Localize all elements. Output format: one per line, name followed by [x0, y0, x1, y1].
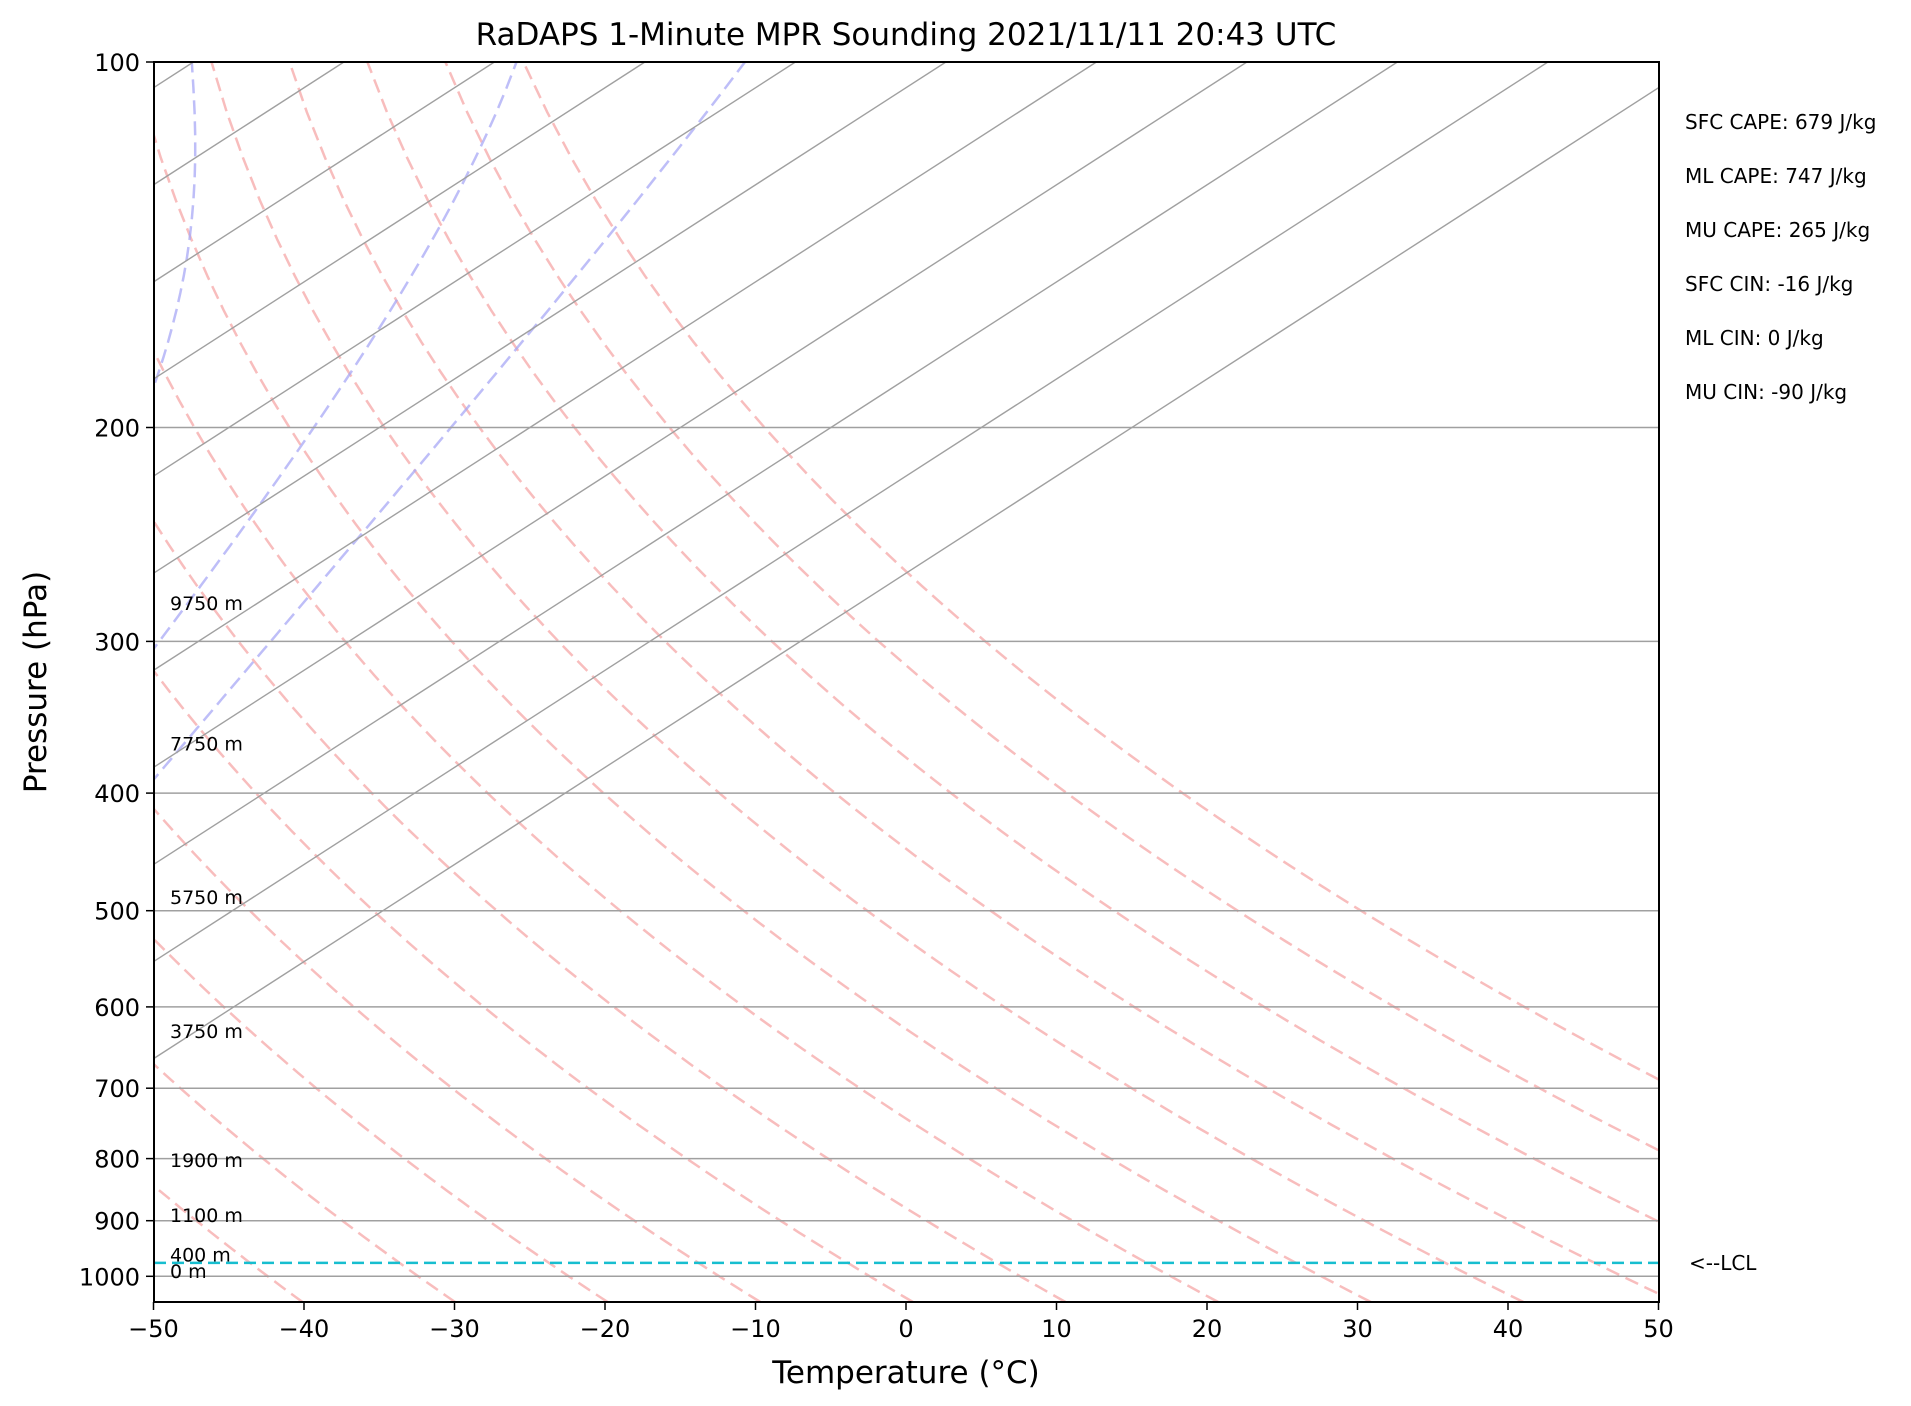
height-label: 9750 m [170, 593, 243, 615]
y-tick-label: 100 [94, 49, 140, 77]
dry-adiabat [154, 131, 1372, 1302]
height-label: 7750 m [170, 733, 243, 755]
moist-adiabat [154, 62, 518, 651]
chart-title: RaDAPS 1-Minute MPR Sounding 2021/11/11 … [476, 17, 1337, 53]
y-tick-label: 200 [94, 415, 140, 443]
y-axis-label: Pressure (hPa) [18, 571, 54, 793]
x-tick-label: 0 [898, 1315, 913, 1343]
y-tick-label: 300 [94, 628, 140, 656]
height-label: 3750 m [170, 1021, 243, 1043]
x-axis: −50 −40 −30 −20 −10 0 10 20 30 40 50 [128, 1302, 1674, 1343]
y-tick-label: 800 [94, 1146, 140, 1174]
height-label: 1100 m [170, 1205, 243, 1227]
stability-index: SFC CIN: -16 J/kg [1685, 272, 1853, 296]
x-tick-label: 50 [1643, 1315, 1674, 1343]
dry-adiabat [154, 1062, 456, 1302]
y-axis: 100 200 300 400 500 600 700 800 900 1000 [79, 49, 154, 1291]
isotherm [154, 62, 495, 283]
y-tick-label: 400 [94, 780, 140, 808]
x-tick-label: 20 [1192, 1315, 1223, 1343]
dry-adiabat [154, 348, 1219, 1302]
x-tick-label: 10 [1041, 1315, 1072, 1343]
x-tick-label: 40 [1493, 1315, 1524, 1343]
isotherm [154, 62, 1398, 866]
isotherm [154, 62, 1248, 768]
x-axis-label: Temperature (°C) [771, 1355, 1040, 1391]
y-tick-label: 900 [94, 1208, 140, 1236]
height-label: 5750 m [170, 887, 243, 909]
y-tick-label: 600 [94, 994, 140, 1022]
height-label: 0 m [170, 1261, 207, 1283]
isotherm [154, 62, 1097, 671]
x-tick-label: −20 [580, 1315, 631, 1343]
lcl-label: <--LCL [1689, 1251, 1757, 1275]
background-lines [154, 62, 1659, 1302]
y-tick-label: 700 [94, 1075, 140, 1103]
y-tick-label: 1000 [79, 1263, 140, 1291]
dry-adiabat [444, 62, 1659, 1152]
x-tick-label: −40 [279, 1315, 330, 1343]
dry-adiabat [522, 62, 1659, 1082]
dry-adiabat [154, 937, 609, 1302]
isotherm [154, 62, 1549, 963]
y-tick-label: 500 [94, 898, 140, 926]
moist-adiabat [154, 62, 746, 782]
stability-index: MU CIN: -90 J/kg [1685, 380, 1847, 404]
x-tick-label: −30 [429, 1315, 480, 1343]
dry-adiabat [366, 62, 1659, 1224]
stability-index: SFC CAPE: 679 J/kg [1685, 110, 1876, 134]
stability-indices: SFC CAPE: 679 J/kg ML CAPE: 747 J/kg MU CA… [1685, 110, 1876, 404]
isotherm [154, 86, 1659, 1060]
height-label: 400 m [170, 1245, 231, 1267]
height-label: 1900 m [170, 1150, 243, 1172]
isotherm [154, 62, 646, 380]
dry-adiabat [288, 62, 1659, 1296]
dry-adiabat [154, 519, 1067, 1302]
isotherm [154, 62, 796, 477]
dry-adiabat [210, 62, 1524, 1302]
x-tick-label: −10 [730, 1315, 781, 1343]
dry-adiabat [154, 807, 761, 1302]
dry-adiabat [154, 669, 914, 1302]
plot-frame [153, 61, 1660, 1303]
stability-index: MU CAPE: 265 J/kg [1685, 218, 1870, 242]
stability-index: ML CIN: 0 J/kg [1685, 326, 1824, 350]
x-tick-label: 30 [1342, 1315, 1373, 1343]
isotherm [154, 62, 947, 574]
stability-index: ML CAPE: 747 J/kg [1685, 164, 1867, 188]
x-tick-label: −50 [128, 1315, 179, 1343]
